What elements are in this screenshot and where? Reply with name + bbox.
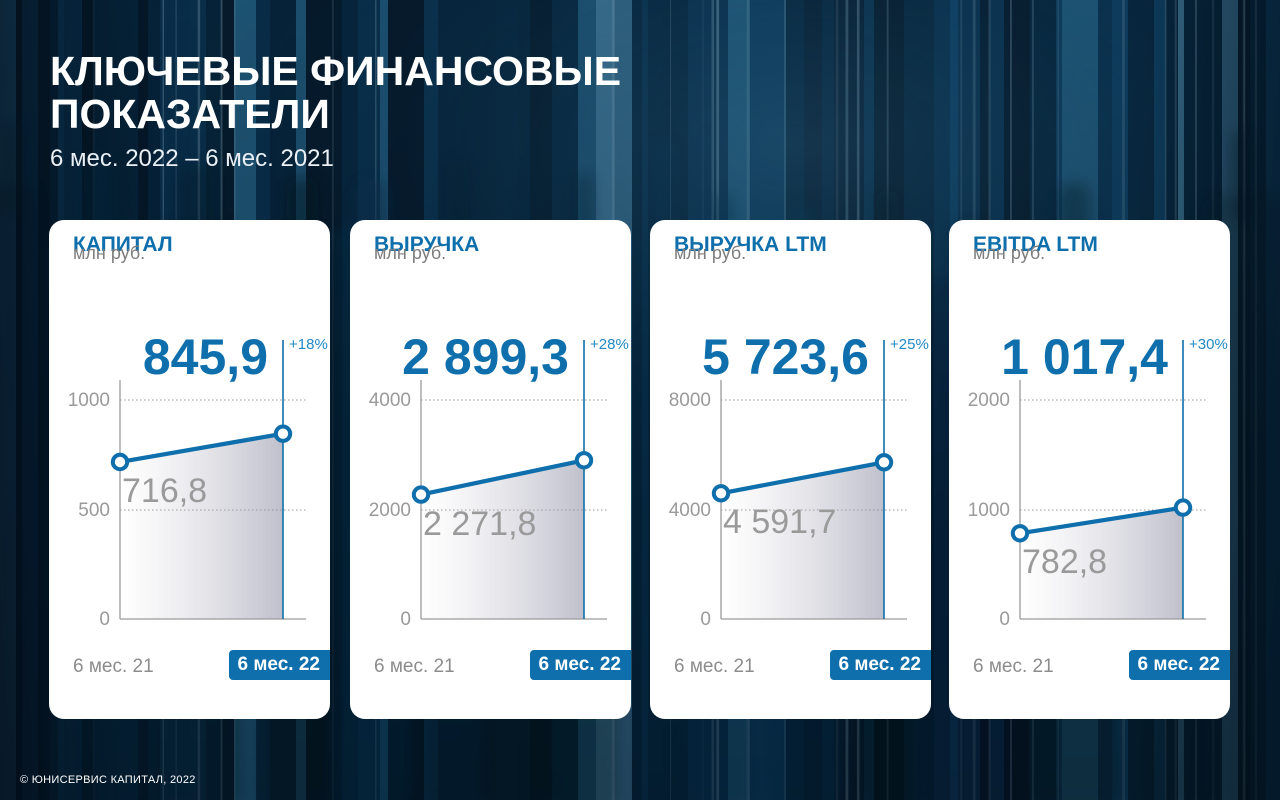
svg-text:2000: 2000 (369, 500, 411, 521)
svg-text:8000: 8000 (669, 390, 711, 411)
svg-text:0: 0 (999, 609, 1010, 630)
svg-text:4000: 4000 (669, 500, 711, 521)
svg-text:4000: 4000 (369, 390, 411, 411)
svg-text:1000: 1000 (968, 500, 1010, 521)
svg-text:0: 0 (400, 609, 411, 630)
svg-text:1000: 1000 (68, 390, 110, 411)
svg-text:2000: 2000 (968, 390, 1010, 411)
svg-text:0: 0 (700, 609, 711, 630)
svg-text:500: 500 (78, 500, 110, 521)
svg-text:0: 0 (99, 609, 110, 630)
